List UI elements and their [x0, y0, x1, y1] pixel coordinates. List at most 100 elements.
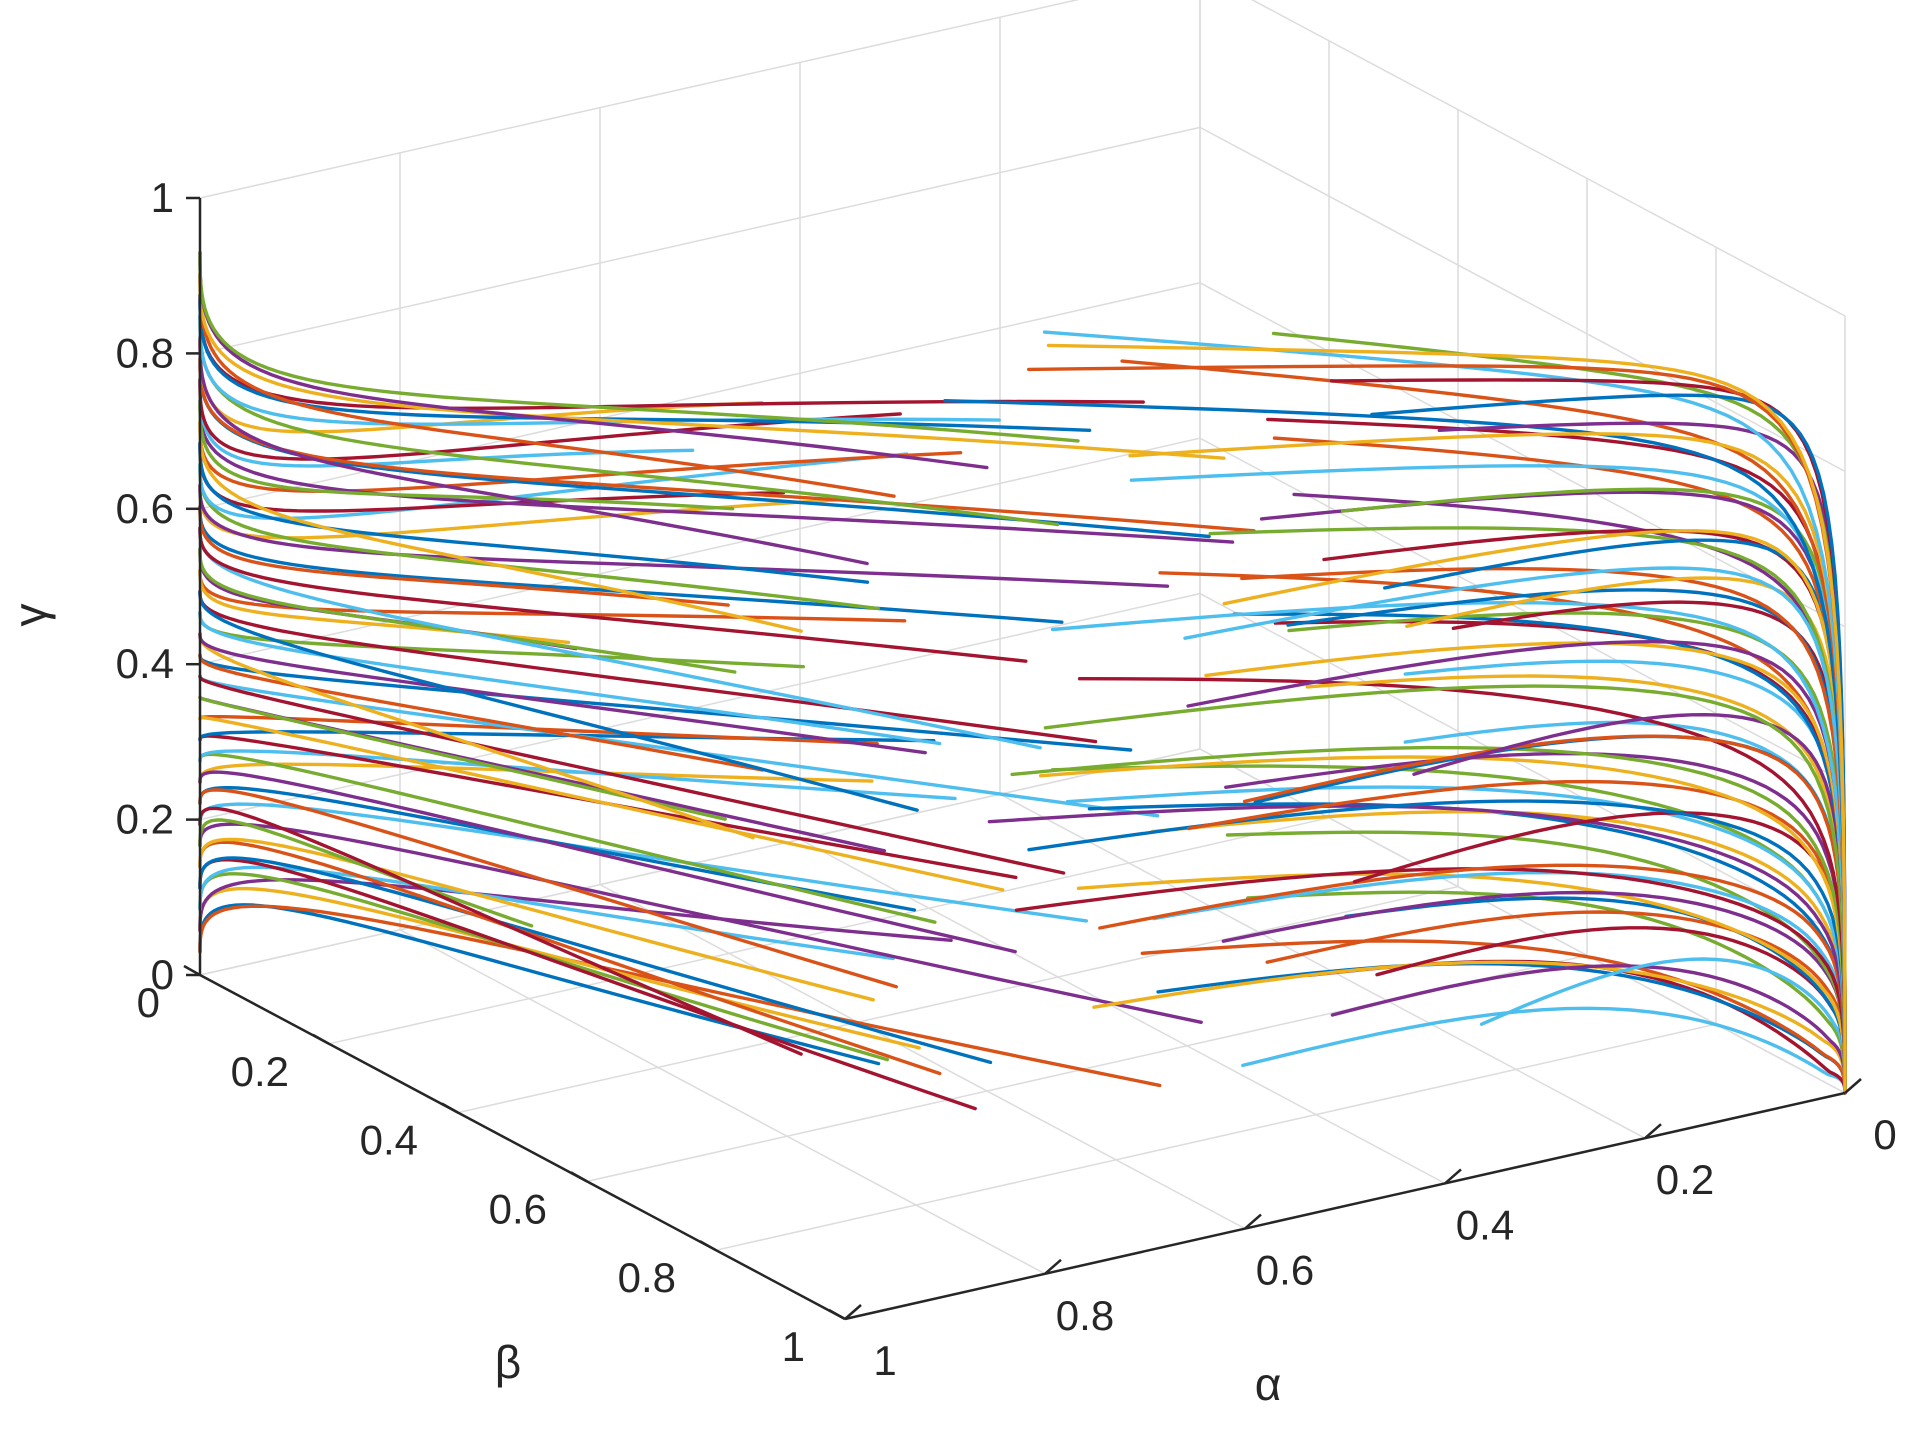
y-tick-label: 0.6	[489, 1185, 547, 1232]
trajectory-line	[1092, 960, 1847, 1095]
trajectory-line	[198, 653, 764, 772]
trajectory-line	[198, 904, 1162, 1088]
axes: 0 0.2 0.4 0.6 0.8 1 0 0.2 0.4 0.6 0.8 1 0 0.2 0.4 0.6 0.…	[116, 174, 1897, 1384]
z-tick-label: 0.4	[116, 640, 174, 687]
trajectory-line	[198, 632, 927, 755]
y-tick-mark	[699, 1240, 717, 1252]
grid-line-alpha-floor	[399, 929, 1046, 1275]
y-tick-label: 0.8	[618, 1254, 676, 1301]
trajectory-line	[1065, 785, 1847, 1095]
x-tick-mark	[1444, 1168, 1462, 1185]
z-tick-label: 1	[151, 174, 174, 221]
x-tick-mark	[1844, 1078, 1862, 1094]
trajectory-line	[198, 377, 902, 461]
trajectory-line	[1246, 890, 1847, 1095]
y-tick-label: 1	[782, 1323, 805, 1370]
trajectory-line	[1306, 959, 1847, 1095]
grid-line-gamma	[199, 0, 1846, 317]
trajectory-line	[198, 271, 1226, 460]
trajectory-line	[1026, 364, 1847, 1095]
grid-line-alpha-floor	[999, 793, 1646, 1139]
trajectory-line	[1152, 870, 1847, 1095]
x-axis-line	[844, 1091, 1846, 1321]
trajectory-line	[987, 804, 1847, 1095]
y-tick-mark	[183, 964, 201, 977]
trajectory-line	[1042, 330, 1847, 1095]
trajectory-line	[198, 749, 957, 801]
x-tick-label: 0.4	[1456, 1201, 1514, 1248]
x-tick-mark	[844, 1304, 862, 1320]
trajectory-line	[1150, 809, 1847, 1095]
trajectory-line	[198, 674, 1066, 875]
y-tick-mark	[828, 1308, 846, 1321]
z-tick-label: 0.8	[116, 329, 174, 376]
trajectory-line	[1329, 378, 1847, 1095]
trajectory-line	[1098, 863, 1847, 1095]
trajectory-line	[1330, 964, 1847, 1095]
trajectory-line	[1221, 890, 1847, 1095]
grid-line-alpha-floor	[599, 883, 1246, 1230]
x-tick-mark	[1644, 1123, 1662, 1140]
trajectory-line	[1043, 684, 1847, 1095]
trajectory-line	[198, 505, 730, 607]
trajectory-line	[198, 730, 936, 743]
trajectory-line	[198, 865, 895, 961]
trajectory-line	[198, 695, 727, 821]
trajectory-line	[198, 526, 1028, 663]
trajectory-line	[943, 399, 1847, 1095]
z-tick-label: 0	[151, 951, 174, 998]
trajectory-line	[198, 356, 1256, 533]
y-axis-line	[199, 973, 846, 1321]
trajectory-line	[1046, 343, 1847, 1095]
y-axis-label: β	[495, 1336, 521, 1388]
trajectories	[198, 250, 1847, 1111]
trajectory-line	[198, 822, 1203, 1024]
trajectory-line	[198, 716, 1005, 892]
trajectory-line	[198, 335, 869, 566]
y-tick-label: 0	[137, 979, 160, 1026]
grid-line-gamma	[199, 126, 1846, 473]
y-tick-label: 0.2	[231, 1048, 289, 1095]
trajectory-line	[198, 441, 870, 584]
trajectory-line	[1183, 566, 1847, 1095]
trajectory-line	[198, 399, 1235, 544]
trajectory-line	[1038, 755, 1847, 1095]
trajectory-line	[198, 610, 942, 746]
trajectory-line	[1204, 641, 1847, 1095]
y-tick-mark	[441, 1102, 459, 1114]
trajectory-line	[198, 568, 571, 645]
x-axis-label: α	[1255, 1358, 1282, 1410]
trajectory-line	[198, 250, 1080, 443]
trajectory-line	[198, 837, 875, 1002]
x-tick-mark	[1044, 1258, 1062, 1275]
trajectory-line	[198, 856, 993, 1065]
grid-line-beta-floor	[199, 748, 1201, 976]
trajectory-line	[1050, 600, 1847, 1095]
trajectory-line	[1014, 867, 1847, 1095]
x-tick-label: 1	[873, 1337, 896, 1384]
trajectory-line	[198, 788, 898, 989]
y-tick-mark	[312, 1033, 330, 1045]
trajectory-line	[198, 547, 737, 674]
x-tick-label: 0.6	[1256, 1247, 1314, 1294]
trajectory-line	[198, 806, 803, 1056]
trajectory-line	[198, 878, 953, 942]
trajectory-line	[1010, 745, 1847, 1095]
x-tick-label: 0.2	[1656, 1156, 1714, 1203]
trajectory-line	[198, 420, 803, 633]
trajectory-line	[198, 770, 1017, 954]
trajectory-line	[1272, 436, 1847, 1095]
z-axis-label: γ	[4, 604, 56, 627]
trajectory-line	[198, 589, 919, 812]
trajectory-line	[1140, 939, 1847, 1095]
y-tick-mark	[570, 1171, 588, 1183]
x-tick-label: 0.8	[1056, 1292, 1114, 1339]
trajectory-line	[1479, 957, 1847, 1095]
y-tick-label: 0.4	[360, 1117, 418, 1164]
trajectory-line	[1241, 1006, 1847, 1095]
grid-line-beta-floor	[715, 1023, 1717, 1251]
x-tick-label: 0	[1873, 1111, 1896, 1158]
x-tick-mark	[1244, 1213, 1262, 1230]
